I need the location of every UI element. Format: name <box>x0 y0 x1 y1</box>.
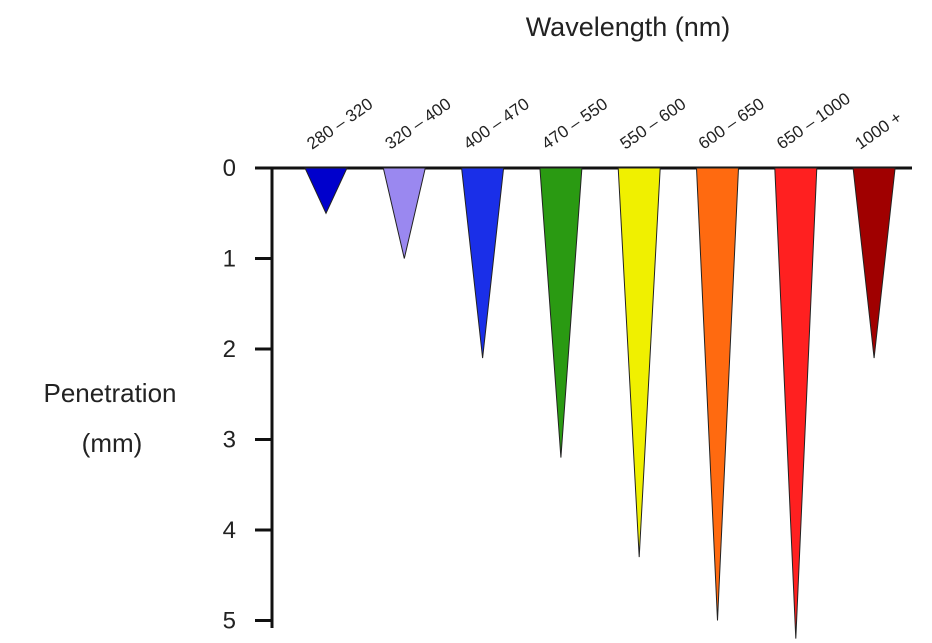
y-axis-label: Penetration <box>44 378 177 408</box>
category-label: 1000 + <box>851 108 905 154</box>
y-tick-label: 5 <box>223 608 236 635</box>
category-label: 320 – 400 <box>382 94 455 153</box>
category-labels: 280 – 320 320 – 400 400 – 470 470 – 550 550 … <box>303 89 905 153</box>
y-tick-label: 3 <box>223 427 236 454</box>
category-label: 400 – 470 <box>460 94 533 153</box>
y-ticks: 0 1 2 3 4 5 <box>223 155 272 635</box>
category-label: 600 – 650 <box>695 94 768 153</box>
y-tick-label: 2 <box>223 336 236 363</box>
category-label: 550 – 600 <box>617 94 690 153</box>
y-axis-label-unit: (mm) <box>82 428 143 458</box>
bar <box>695 167 740 621</box>
bar <box>774 167 818 639</box>
category-label: 280 – 320 <box>303 94 376 153</box>
bar <box>382 167 426 259</box>
bars <box>304 167 896 639</box>
bar <box>539 167 583 458</box>
bar <box>461 167 505 359</box>
y-tick-label: 4 <box>223 517 236 544</box>
bar <box>852 167 896 359</box>
bar <box>304 167 348 215</box>
bar <box>617 167 661 558</box>
chart-title: Wavelength (nm) <box>526 12 731 42</box>
category-label: 470 – 550 <box>538 94 611 153</box>
y-tick-label: 0 <box>223 155 236 182</box>
category-label: 650 – 1000 <box>773 89 854 153</box>
y-tick-label: 1 <box>223 246 236 273</box>
